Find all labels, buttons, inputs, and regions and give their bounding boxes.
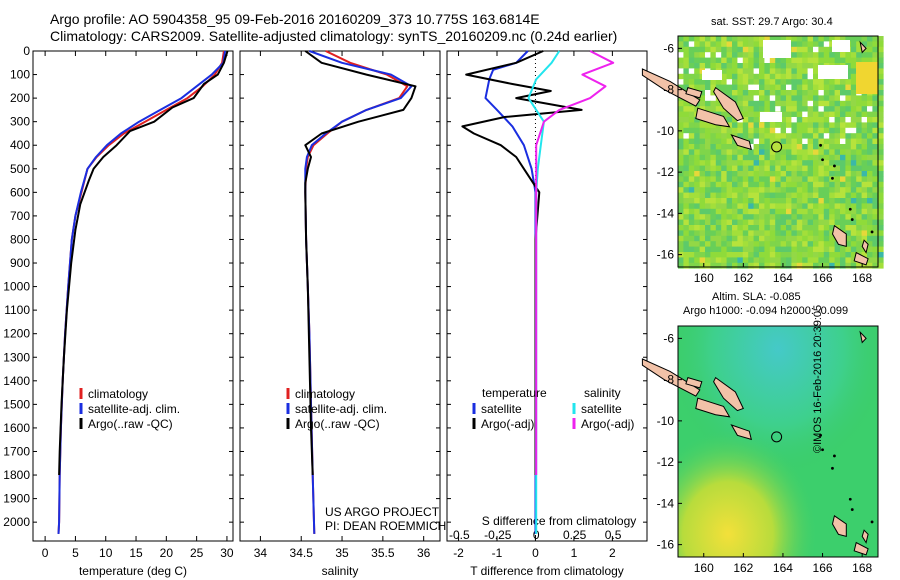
y-tick-label: 300 bbox=[10, 115, 30, 129]
y-tick-label: 500 bbox=[10, 162, 30, 176]
x-tick-label: 2 bbox=[609, 546, 616, 560]
y-tick-label: 1800 bbox=[3, 468, 30, 482]
x-tick-label: 25 bbox=[190, 546, 204, 560]
x-tick-label: -2 bbox=[453, 546, 464, 560]
x2-tick-label: -0.25 bbox=[484, 528, 512, 542]
x-tick-label: 20 bbox=[160, 546, 174, 560]
x-tick-label: 34 bbox=[254, 546, 268, 560]
y-tick-label: 0 bbox=[23, 44, 30, 58]
sla-map-title-1: Altim. SLA: -0.085 bbox=[712, 291, 801, 303]
x-tick-label: 10 bbox=[99, 546, 113, 560]
series-line-argorawqc bbox=[58, 50, 229, 476]
y-tick-label: 400 bbox=[10, 138, 30, 152]
x2-tick-label: 0 bbox=[533, 528, 540, 542]
y-tick-label: 200 bbox=[10, 91, 30, 105]
y-tick-label: 1000 bbox=[3, 280, 30, 294]
y-tick-label: 800 bbox=[10, 232, 30, 246]
plot-frame bbox=[32, 50, 234, 542]
x2-tick-label: -0.5 bbox=[449, 528, 470, 542]
y-tick-label: 1300 bbox=[3, 350, 30, 364]
x-tick-label: 1 bbox=[571, 546, 578, 560]
sst-map-title: sat. SST: 29.7 Argo: 30.4 bbox=[711, 16, 833, 28]
legend-label: Argo(..raw -QC) bbox=[88, 417, 173, 431]
x-tick-label: 35.5 bbox=[371, 546, 395, 560]
header-line-1: Argo profile: AO 5904358_95 09-Feb-2016 … bbox=[50, 11, 540, 27]
x2-axis-label: S difference from climatology bbox=[482, 514, 637, 528]
salinity-panel: 34 34.5 35 35.5 36 salinity climatologysatelli… bbox=[239, 50, 441, 578]
legend-heading-temperature: temperature bbox=[482, 386, 547, 400]
x2-tick-label: 0.5 bbox=[605, 528, 622, 542]
legend-label: satellite-adj. clim. bbox=[295, 402, 387, 416]
series-line-argoadj bbox=[461, 50, 583, 475]
header-line-2: Climatology: CARS2009. Satellite-adjuste… bbox=[50, 28, 618, 44]
x-axis-label: salinity bbox=[322, 564, 359, 578]
plot-frame bbox=[239, 50, 441, 542]
series-line-argorawqc bbox=[304, 50, 417, 476]
x-tick-label: 35 bbox=[335, 546, 349, 560]
project-pi: PI: DEAN ROEMMICH bbox=[325, 519, 447, 533]
sla-map-title-2: Argo h1000: -0.094 h2000: -0.099 bbox=[683, 305, 849, 317]
plot-frame bbox=[446, 50, 648, 542]
legend-label: Argo(-adj) bbox=[581, 417, 634, 431]
legend-label: satellite bbox=[581, 402, 622, 416]
x-axis-label: T difference from climatology bbox=[470, 564, 624, 578]
y-tick-label: 1900 bbox=[3, 492, 30, 506]
x-tick-label: 30 bbox=[220, 546, 234, 560]
legend-heading-salinity: salinity bbox=[584, 386, 621, 400]
x2-tick-label: 0.25 bbox=[563, 528, 587, 542]
legend-label: satellite-adj. clim. bbox=[88, 402, 180, 416]
y-tick-label: 100 bbox=[10, 68, 30, 82]
y-tick-label: 1500 bbox=[3, 397, 30, 411]
legend-label: Argo(..raw -QC) bbox=[295, 417, 380, 431]
x-tick-label: 34.5 bbox=[290, 546, 314, 560]
y-tick-label: 900 bbox=[10, 256, 30, 270]
y-tick-label: 2000 bbox=[3, 515, 30, 529]
x-tick-label: 0 bbox=[42, 546, 49, 560]
legend-label: climatology bbox=[88, 387, 148, 401]
project-name: US ARGO PROJECT bbox=[325, 505, 440, 519]
y-tick-label: 1400 bbox=[3, 374, 30, 388]
difference-panel: -2 -1 0 1 2 T difference from climatology S di… bbox=[446, 50, 648, 578]
legend-label: satellite bbox=[481, 402, 522, 416]
y-tick-label: 1600 bbox=[3, 421, 30, 435]
imos-watermark: ©IMOS 16-Feb-2016 20:39:05 bbox=[812, 304, 824, 453]
legend-label: Argo(-adj) bbox=[481, 417, 534, 431]
temperature-panel: 0 5 10 15 20 25 300100200300400500600700800900… bbox=[3, 44, 234, 578]
y-tick-label: 1200 bbox=[3, 327, 30, 341]
x-tick-label: 15 bbox=[129, 546, 143, 560]
x-tick-label: -1 bbox=[492, 546, 503, 560]
series-line-argoadj bbox=[535, 50, 615, 475]
x-axis-label: temperature (deg C) bbox=[79, 564, 187, 578]
x-tick-label: 36 bbox=[417, 546, 431, 560]
x-tick-label: 5 bbox=[72, 546, 79, 560]
y-tick-label: 700 bbox=[10, 209, 30, 223]
y-tick-label: 1100 bbox=[4, 303, 30, 317]
x-tick-label: 0 bbox=[532, 546, 539, 560]
y-tick-label: 1700 bbox=[3, 444, 30, 458]
legend-label: climatology bbox=[295, 387, 355, 401]
y-tick-label: 600 bbox=[10, 185, 30, 199]
